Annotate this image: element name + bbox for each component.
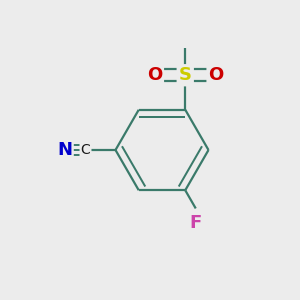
Text: O: O <box>147 66 162 84</box>
Text: S: S <box>179 66 192 84</box>
Text: N: N <box>57 141 72 159</box>
Text: C: C <box>81 143 90 157</box>
Text: F: F <box>190 214 202 232</box>
Text: O: O <box>208 66 224 84</box>
